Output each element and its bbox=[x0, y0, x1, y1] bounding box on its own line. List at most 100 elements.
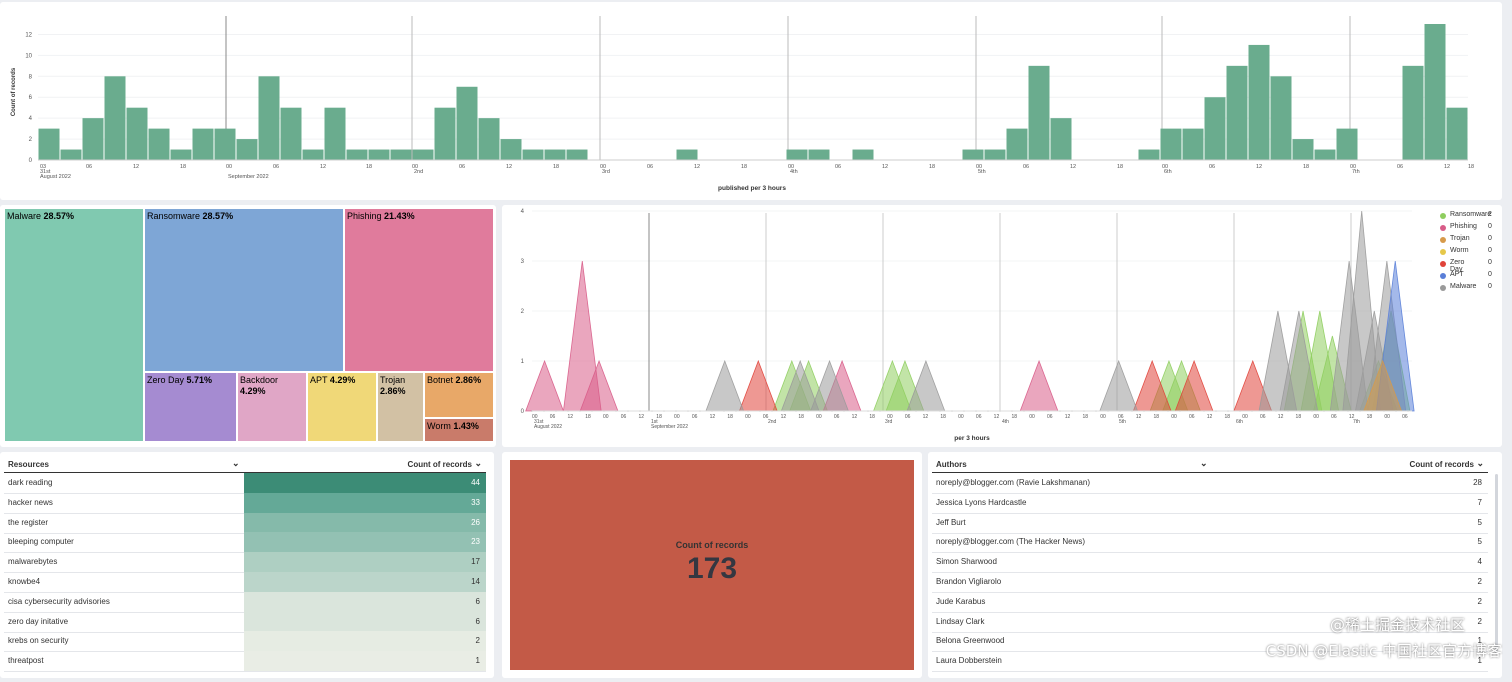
histogram-bar[interactable] bbox=[1424, 24, 1446, 160]
histogram-bar[interactable] bbox=[808, 149, 830, 160]
resource-name: hacker news bbox=[8, 497, 53, 507]
table-row[interactable]: Simon Sharwood 4 bbox=[932, 552, 1488, 574]
histogram-bar[interactable] bbox=[1314, 149, 1336, 160]
histogram-bar[interactable] bbox=[1292, 139, 1314, 160]
table-row[interactable]: zero day initative 6 bbox=[4, 611, 486, 633]
treemap-cell-botnet[interactable]: Botnet 2.86% bbox=[424, 372, 494, 418]
histogram-bar[interactable] bbox=[1006, 128, 1028, 160]
column-header-resources[interactable]: Resources bbox=[8, 460, 49, 469]
table-row[interactable]: Jeff Burt 5 bbox=[932, 513, 1488, 534]
histogram-bar[interactable] bbox=[1204, 97, 1226, 160]
histogram-bar[interactable] bbox=[368, 149, 390, 160]
treemap-cell-ransomware[interactable]: Ransomware 28.57% bbox=[144, 208, 344, 372]
histogram-bar[interactable] bbox=[214, 128, 236, 160]
table-row[interactable]: Lindsay Clark 2 bbox=[932, 612, 1488, 633]
column-header-count[interactable]: Count of records bbox=[1409, 460, 1474, 469]
table-row[interactable]: threatpost 1 bbox=[4, 651, 486, 673]
histogram-bar[interactable] bbox=[1050, 118, 1072, 160]
area-series-peak[interactable] bbox=[1019, 359, 1059, 412]
histogram-bar[interactable] bbox=[1270, 76, 1292, 160]
histogram-bar[interactable] bbox=[60, 149, 82, 160]
chevron-down-icon[interactable]: ⌄ bbox=[1476, 458, 1484, 468]
chevron-down-icon[interactable]: ⌄ bbox=[474, 458, 482, 468]
x-tick-label: 00 bbox=[1171, 414, 1177, 420]
treemap-cell-trojan[interactable]: Trojan 2.86% bbox=[377, 372, 424, 442]
histogram-bar[interactable] bbox=[1028, 65, 1050, 160]
histogram-bar[interactable] bbox=[346, 149, 368, 160]
treemap-cell-malware[interactable]: Malware 28.57% bbox=[4, 208, 144, 442]
table-row[interactable]: Brandon Vigliarolo 2 bbox=[932, 572, 1488, 593]
histogram-bar[interactable] bbox=[1248, 44, 1270, 160]
histogram-bar[interactable] bbox=[456, 86, 478, 160]
histogram-bar[interactable] bbox=[38, 128, 60, 160]
histogram-bar[interactable] bbox=[566, 149, 588, 160]
treemap-cell-phishing[interactable]: Phishing 21.43% bbox=[344, 208, 494, 372]
authors-table-body: noreply@blogger.com (Ravie Lakshmanan) 28… bbox=[932, 473, 1488, 676]
treemap-cell-backdoor[interactable]: Backdoor 4.29% bbox=[237, 372, 307, 442]
table-row[interactable]: knowbe4 14 bbox=[4, 572, 486, 593]
histogram-bar[interactable] bbox=[82, 118, 104, 160]
count-cell-background bbox=[244, 591, 486, 612]
resource-count: 17 bbox=[471, 557, 480, 567]
histogram-bar[interactable] bbox=[676, 149, 698, 160]
y-axis-label: Count of records bbox=[11, 67, 17, 116]
x-tick-label: 06 bbox=[834, 414, 840, 420]
histogram-bar[interactable] bbox=[478, 118, 500, 160]
histogram-bar[interactable] bbox=[1138, 149, 1160, 160]
histogram-bar[interactable] bbox=[324, 107, 346, 160]
histogram-bar[interactable] bbox=[192, 128, 214, 160]
table-row[interactable]: Belona Greenwood 1 bbox=[932, 631, 1488, 653]
histogram-bar[interactable] bbox=[1446, 107, 1468, 160]
table-row[interactable]: noreply@blogger.com (Ravie Lakshmanan) 28 bbox=[932, 473, 1488, 494]
histogram-bar[interactable] bbox=[962, 149, 984, 160]
table-row[interactable]: hacker news 33 bbox=[4, 492, 486, 514]
histogram-bar[interactable] bbox=[434, 107, 456, 160]
histogram-bar[interactable] bbox=[1336, 128, 1358, 160]
treemap-cell-zero-day[interactable]: Zero Day 5.71% bbox=[144, 372, 237, 442]
table-row[interactable]: bleeping computer 23 bbox=[4, 532, 486, 554]
histogram-bar[interactable] bbox=[1182, 128, 1204, 160]
treemap-cell-apt[interactable]: APT 4.29% bbox=[307, 372, 377, 442]
table-row[interactable]: cisa cybersecurity advisories 6 bbox=[4, 591, 486, 613]
histogram-bar[interactable] bbox=[126, 107, 148, 160]
column-header-authors[interactable]: Authors bbox=[936, 460, 967, 469]
author-count: 2 bbox=[1477, 616, 1482, 626]
histogram-bar[interactable] bbox=[258, 76, 280, 160]
histogram-bar[interactable] bbox=[412, 149, 434, 160]
x-tick-label: 12 bbox=[320, 164, 326, 170]
histogram-bar[interactable] bbox=[786, 149, 808, 160]
table-row[interactable]: noreply@blogger.com (The Hacker News) 5 bbox=[932, 532, 1488, 554]
histogram-bar[interactable] bbox=[1226, 65, 1248, 160]
histogram-bar[interactable] bbox=[500, 139, 522, 160]
histogram-bar[interactable] bbox=[302, 149, 324, 160]
histogram-bar[interactable] bbox=[1160, 128, 1182, 160]
table-row[interactable]: dark reading 44 bbox=[4, 473, 486, 494]
table-row[interactable]: krebs on security 2 bbox=[4, 631, 486, 653]
table-row[interactable]: malwarebytes 17 bbox=[4, 552, 486, 574]
x-tick-label: 06 bbox=[1397, 164, 1403, 170]
area-series-peak[interactable] bbox=[525, 359, 565, 412]
treemap-cell-worm[interactable]: Worm 1.43% bbox=[424, 418, 494, 442]
table-scrollbar[interactable] bbox=[1495, 474, 1498, 654]
chevron-down-icon[interactable]: ⌄ bbox=[1200, 458, 1208, 468]
table-row[interactable]: the register 26 bbox=[4, 512, 486, 534]
histogram-bar[interactable] bbox=[984, 149, 1006, 160]
histogram-bar[interactable] bbox=[280, 107, 302, 160]
table-row[interactable]: Jude Karabus 2 bbox=[932, 592, 1488, 613]
histogram-bar[interactable] bbox=[544, 149, 566, 160]
table-row[interactable]: Laura Dobberstein 1 bbox=[932, 651, 1488, 673]
histogram-bar[interactable] bbox=[522, 149, 544, 160]
area-series-peak[interactable] bbox=[705, 359, 745, 412]
column-header-count[interactable]: Count of records bbox=[407, 460, 472, 469]
area-series-peak[interactable] bbox=[738, 359, 778, 412]
table-row[interactable]: Jessica Lyons Hardcastle 7 bbox=[932, 493, 1488, 514]
histogram-bar[interactable] bbox=[148, 128, 170, 160]
area-series-peak[interactable] bbox=[1099, 359, 1139, 412]
histogram-bar[interactable] bbox=[390, 149, 412, 160]
histogram-bar[interactable] bbox=[852, 149, 874, 160]
histogram-bar[interactable] bbox=[104, 76, 126, 160]
histogram-bar[interactable] bbox=[170, 149, 192, 160]
histogram-bar[interactable] bbox=[1402, 65, 1424, 160]
histogram-bar[interactable] bbox=[236, 139, 258, 160]
chevron-down-icon[interactable]: ⌄ bbox=[232, 458, 240, 468]
